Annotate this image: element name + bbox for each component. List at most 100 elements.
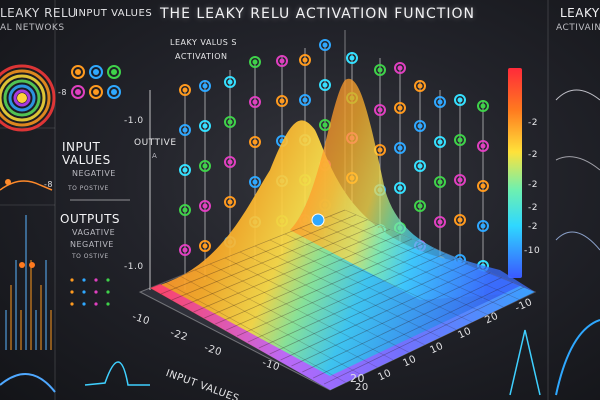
mesh-line-a-13 — [291, 272, 491, 367]
mesh-line-b-5 — [224, 257, 409, 353]
left-spike-dot-2 — [29, 262, 35, 268]
drop-node-10-2 — [417, 163, 423, 169]
drop-node-12-0 — [457, 97, 463, 103]
mesh-line-a-9 — [247, 253, 446, 343]
to-positive-label: TO POSTIVE — [68, 185, 109, 192]
activation-label: ACTIVATION — [175, 52, 228, 61]
drop-node-ring-3-1 — [249, 96, 261, 108]
right-subheader: ACTIVAIN — [556, 23, 600, 33]
input-node-ring-2 — [107, 65, 121, 79]
drop-node-ring-9-0 — [394, 62, 406, 74]
negative-label: NEGATIVE — [72, 169, 116, 178]
gauge-ring-5 — [13, 89, 31, 107]
drop-node-ring-10-0 — [414, 80, 426, 92]
mesh-line-b-13 — [344, 209, 536, 293]
drop-node-3-3 — [252, 179, 258, 185]
drop-node-0-1 — [182, 127, 188, 133]
mesh-line-a-5 — [204, 233, 402, 319]
mesh-line-a-6 — [215, 238, 413, 325]
gauge-ring-2 — [0, 74, 46, 122]
input-node-ring-1 — [89, 65, 103, 79]
right-header: LEAKY — [560, 6, 600, 20]
mesh-line-a-4 — [193, 228, 390, 313]
right-mini-curve-3 — [555, 231, 600, 251]
drop-node-ring-12-1 — [454, 134, 466, 146]
drop-node-9-0 — [397, 65, 403, 71]
drop-node-3-0 — [252, 59, 258, 65]
drop-node-7-0 — [349, 55, 355, 61]
drop-node-12-3 — [457, 217, 463, 223]
input-node-ring-4 — [89, 85, 103, 99]
drop-node-0-4 — [182, 247, 188, 253]
drop-node-ring-1-2 — [199, 160, 211, 172]
drop-node-ring-5-0 — [299, 54, 311, 66]
drop-node-5-0 — [302, 57, 308, 63]
mesh-line-b-4 — [209, 263, 394, 361]
input-node-ring-3 — [71, 85, 85, 99]
mesh-line-a-16 — [323, 286, 524, 385]
drop-node-ring-2-2 — [224, 156, 236, 168]
drop-node-ring-3-3 — [249, 176, 261, 188]
drop-node-ring-2-0 — [224, 76, 236, 88]
colorbar-tick-3: -2 — [528, 180, 538, 190]
left-small-tick-1: -8 — [58, 88, 67, 97]
gauge-ring-3 — [3, 79, 41, 117]
mesh-line-a-11 — [269, 262, 469, 355]
drop-node-ring-11-2 — [434, 176, 446, 188]
right-tick-7: 20 — [355, 382, 369, 393]
drop-node-8-1 — [377, 107, 383, 113]
drop-node-ring-8-1 — [374, 104, 386, 116]
drop-node-6-0 — [322, 42, 328, 48]
mesh-line-a-15 — [313, 282, 513, 379]
mesh-line-a-8 — [236, 248, 435, 337]
input-node-ring-5 — [107, 85, 121, 99]
mesh-line-a-12 — [280, 267, 480, 361]
drop-node-ring-0-2 — [179, 164, 191, 176]
input-node-0 — [75, 69, 81, 75]
input-node-1 — [93, 69, 99, 75]
drop-node-2-1 — [227, 119, 233, 125]
mesh-line-b-6 — [239, 251, 425, 346]
drop-node-ring-13-3 — [477, 220, 489, 232]
drop-node-6-2 — [322, 122, 328, 128]
drop-node-11-2 — [437, 179, 443, 185]
mesh-line-a-1 — [160, 214, 357, 295]
colorbar — [508, 68, 522, 278]
drop-node-9-2 — [397, 145, 403, 151]
drop-node-ring-9-2 — [394, 142, 406, 154]
drop-node-ring-9-1 — [394, 102, 406, 114]
drop-node-8-2 — [377, 147, 383, 153]
left-bottom-peak — [84, 361, 150, 386]
drop-node-8-0 — [377, 67, 383, 73]
mesh-line-b-0 — [149, 287, 331, 391]
mesh-line-b-7 — [254, 245, 441, 338]
drop-node-ring-1-1 — [199, 120, 211, 132]
drop-node-ring-3-2 — [249, 136, 261, 148]
small-dot-1 — [82, 278, 86, 282]
drop-node-ring-3-0 — [249, 56, 261, 68]
drop-node-6-1 — [322, 82, 328, 88]
left-bottom-curve — [0, 373, 56, 393]
mesh-line-a-17 — [334, 291, 536, 391]
small-dot-7 — [106, 290, 110, 294]
drop-node-ring-1-0 — [199, 80, 211, 92]
drop-node-ring-7-0 — [346, 52, 358, 64]
drop-node-ring-11-3 — [434, 216, 446, 228]
small-dot-4 — [70, 290, 74, 294]
drop-node-2-2 — [227, 159, 233, 165]
gauge-ring-0 — [0, 64, 56, 132]
input-node-ring-0 — [71, 65, 85, 79]
input-node-4 — [93, 89, 99, 95]
drop-node-1-3 — [202, 203, 208, 209]
drop-node-ring-5-1 — [299, 94, 311, 106]
drop-node-ring-11-1 — [434, 136, 446, 148]
front-tick-5: 20 — [350, 372, 365, 385]
left-mid-curve — [0, 180, 53, 191]
drop-node-2-3 — [227, 199, 233, 205]
small-dot-6 — [94, 290, 98, 294]
drop-node-4-1 — [279, 98, 285, 104]
left-tick-top: -1.0 — [124, 116, 144, 126]
mesh-line-b-10 — [299, 227, 488, 315]
input-node-5 — [111, 89, 117, 95]
